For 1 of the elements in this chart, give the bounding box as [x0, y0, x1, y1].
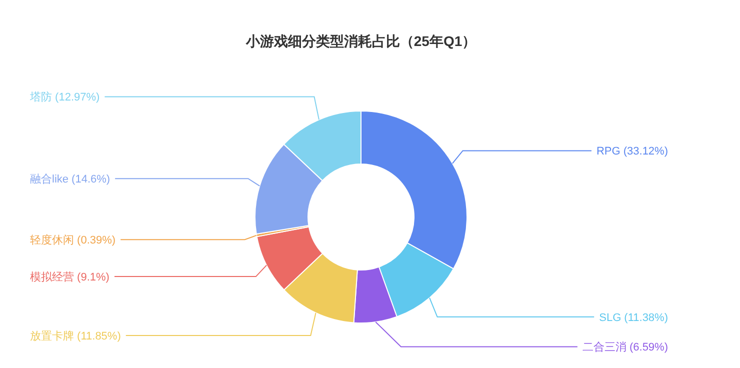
title: 小游戏细分类型消耗占比（25年Q1） — [246, 33, 476, 49]
